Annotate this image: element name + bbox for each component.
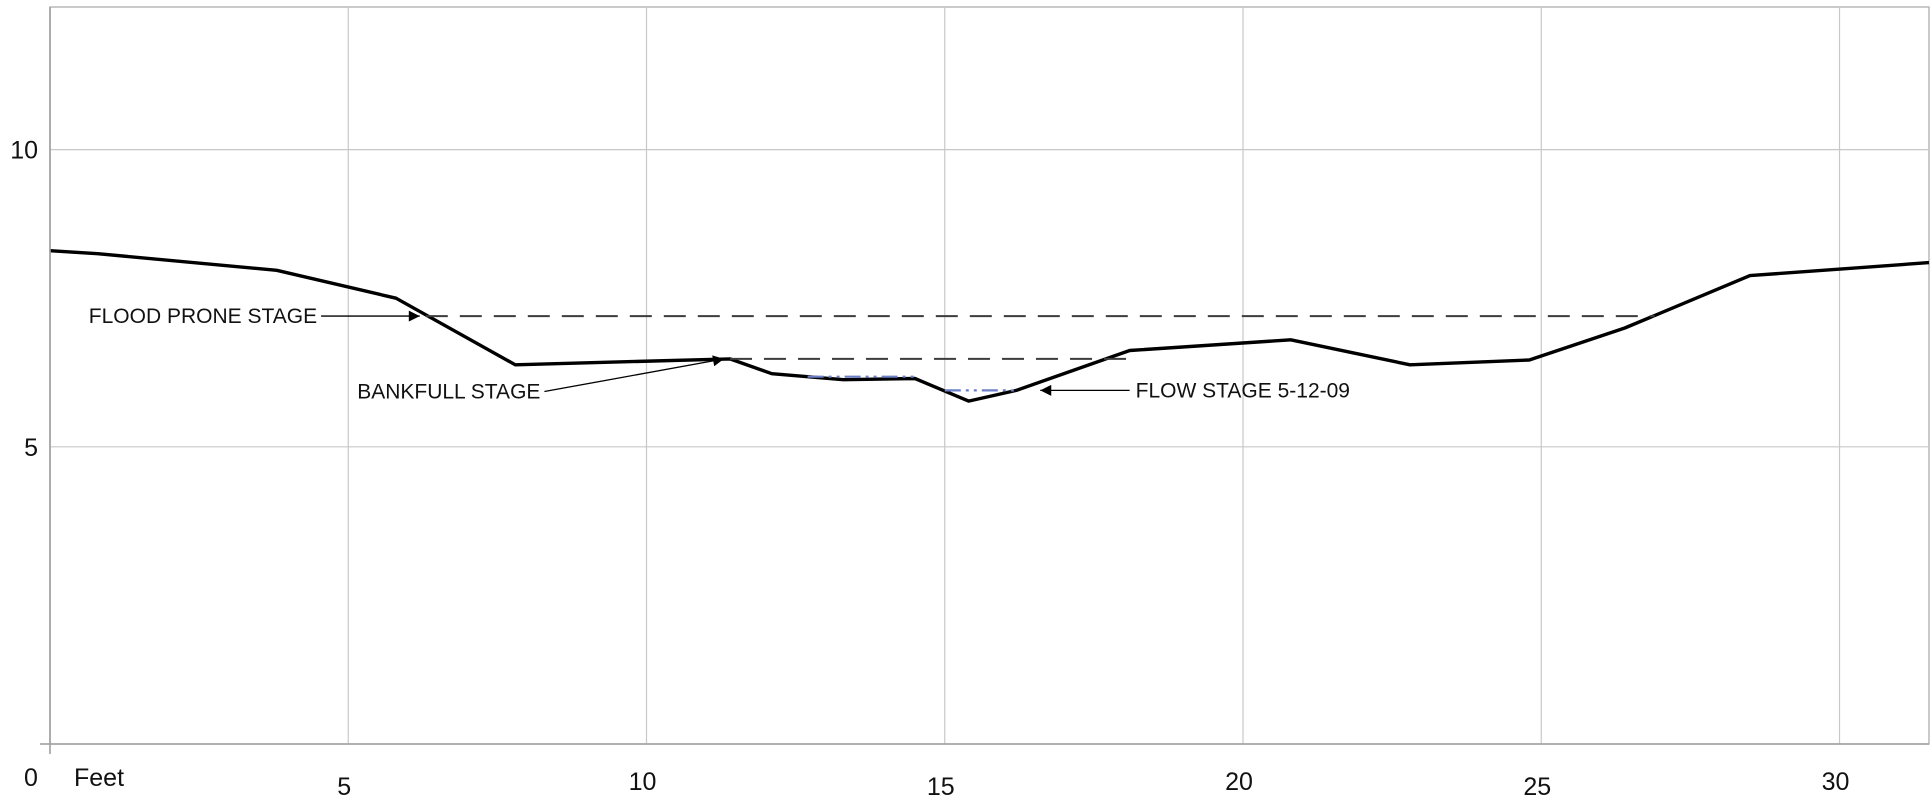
axis-layer: 0 Feet 5 10 15 20 25 30 5 10 <box>10 7 1929 799</box>
x-tick-label: 5 <box>337 773 351 799</box>
y-tick-label: 5 <box>24 434 38 462</box>
annotation-layer: FLOOD PRONE STAGE BANKFULL STAGE FLOW STAG… <box>89 305 1350 403</box>
origin-label: 0 <box>24 764 38 792</box>
x-axis-title: Feet <box>74 764 124 792</box>
annotation-arrow <box>544 355 725 393</box>
annotation-label: BANKFULL STAGE <box>357 381 540 404</box>
grid-layer <box>49 6 1930 745</box>
x-tick-label: 30 <box>1822 768 1850 796</box>
profile-line <box>49 249 1930 403</box>
series-layer <box>49 249 1930 403</box>
plot-area-border <box>49 6 1930 745</box>
y-tick-label: 10 <box>10 137 38 165</box>
x-tick-label: 10 <box>629 768 657 796</box>
annotation-label: FLOOD PRONE STAGE <box>89 305 317 328</box>
x-tick-label: 15 <box>927 773 955 799</box>
x-tick-label: 25 <box>1523 773 1551 799</box>
x-tick-label: 20 <box>1225 768 1253 796</box>
annotation-label: FLOW STAGE 5-12-09 <box>1136 379 1350 402</box>
